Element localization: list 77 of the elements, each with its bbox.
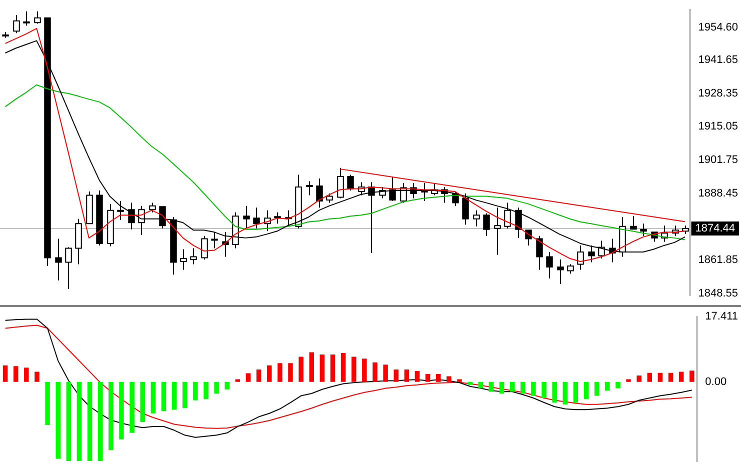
bar [478,382,484,388]
bar [647,372,652,382]
bar [330,354,336,382]
bar [278,363,282,382]
y-tick-label: 1861.85 [698,254,738,266]
bar [562,382,568,404]
y-tick-label: 1848.55 [698,288,738,300]
bar [235,379,240,382]
bar [690,370,694,382]
bar [394,370,398,382]
bar [542,382,546,398]
bar [552,382,557,403]
bar [182,382,188,408]
bar [87,382,92,462]
y-tick-label: 1915.05 [698,120,738,133]
bar [636,376,642,382]
bar [288,363,293,382]
bar [594,382,600,396]
bar [446,376,452,382]
bar [172,382,177,410]
bar [13,366,18,382]
y-tick-label: 1928.35 [698,87,738,100]
bar [119,382,124,440]
bar [266,365,272,382]
y-tick-label: 1888.45 [698,187,738,200]
bar [2,365,8,382]
bar [362,358,367,382]
bar [76,382,82,462]
bar [140,382,145,422]
bar [66,382,72,462]
bar [24,368,29,382]
bar [150,382,156,414]
bar [130,382,134,433]
bar [224,382,230,390]
bar [298,356,304,382]
bar [45,382,50,426]
bar [531,382,536,396]
bar [383,364,388,382]
bar [616,382,620,388]
bar [214,382,219,394]
bar [520,382,526,394]
bar [204,382,208,400]
bar [468,382,472,385]
bar [436,374,441,382]
y-tick-label: 1954.60 [698,21,738,34]
bar [584,382,589,400]
bar [414,371,420,382]
bar [256,370,262,382]
bar [626,379,631,382]
bar [457,379,462,382]
bar [340,353,346,382]
bar [193,382,198,400]
bar [320,354,325,382]
bar [309,352,314,382]
bar [605,382,610,391]
bar [510,382,515,392]
y-tick-label: 1901.75 [698,154,738,166]
bar [499,382,504,394]
y-tick-label: 0.00 [705,376,727,388]
bar [34,372,40,382]
ref-line-label: 1874.44 [695,222,736,235]
y-tick-label: 1941.65 [698,54,738,66]
bar [108,382,114,450]
bar [658,372,663,382]
bar [573,382,578,403]
bar [488,382,494,392]
bar [678,372,684,382]
bar [246,373,251,382]
bar [425,374,430,382]
bar [351,356,356,382]
bar [668,372,674,382]
bar [161,382,166,412]
bar [56,382,60,459]
bar [404,370,410,382]
bar [98,382,103,462]
bar [372,362,378,382]
y-tick-label: 17.411 [705,310,738,323]
